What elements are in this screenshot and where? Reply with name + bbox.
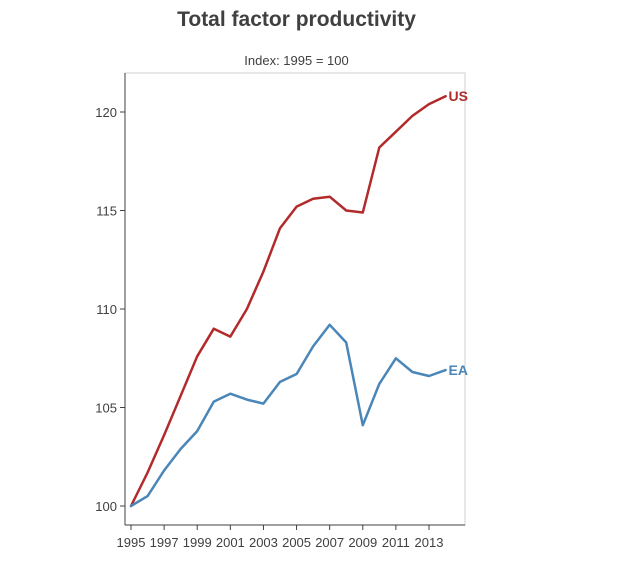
series-labels: US EA <box>449 88 468 378</box>
x-tick-label: 2011 <box>382 535 410 550</box>
series-line-ea <box>129 323 447 508</box>
x-tick-label: 2003 <box>249 535 278 550</box>
plot-frame <box>124 72 466 526</box>
y-tick-label: 110 <box>96 302 117 317</box>
y-ticks: 100 105 110 115 120 <box>95 105 125 514</box>
x-tick-label: 1995 <box>117 535 146 550</box>
chart-subtitle: Index: 1995 = 100 <box>244 53 349 68</box>
x-tick-label: 2009 <box>348 535 377 550</box>
x-tick-label: 1997 <box>150 535 179 550</box>
x-tick-label: 2001 <box>216 535 245 550</box>
y-tick-label: 115 <box>96 204 117 219</box>
series-lines <box>129 94 447 508</box>
x-tick-label: 2013 <box>415 535 444 550</box>
y-tick-label: 105 <box>95 401 117 416</box>
x-tick-label: 2005 <box>282 535 311 550</box>
y-tick-label: 100 <box>95 499 117 514</box>
x-tick-label: 1999 <box>183 535 212 550</box>
chart-title: Total factor productivity <box>177 8 416 31</box>
x-ticks: 1995 1997 1999 2001 2003 2005 2007 2009 2011 2013 <box>117 525 444 550</box>
series-label-ea: EA <box>449 362 468 378</box>
x-tick-label: 2007 <box>315 535 344 550</box>
y-tick-label: 120 <box>95 105 117 120</box>
series-label-us: US <box>449 88 468 104</box>
series-line-us <box>129 94 447 508</box>
